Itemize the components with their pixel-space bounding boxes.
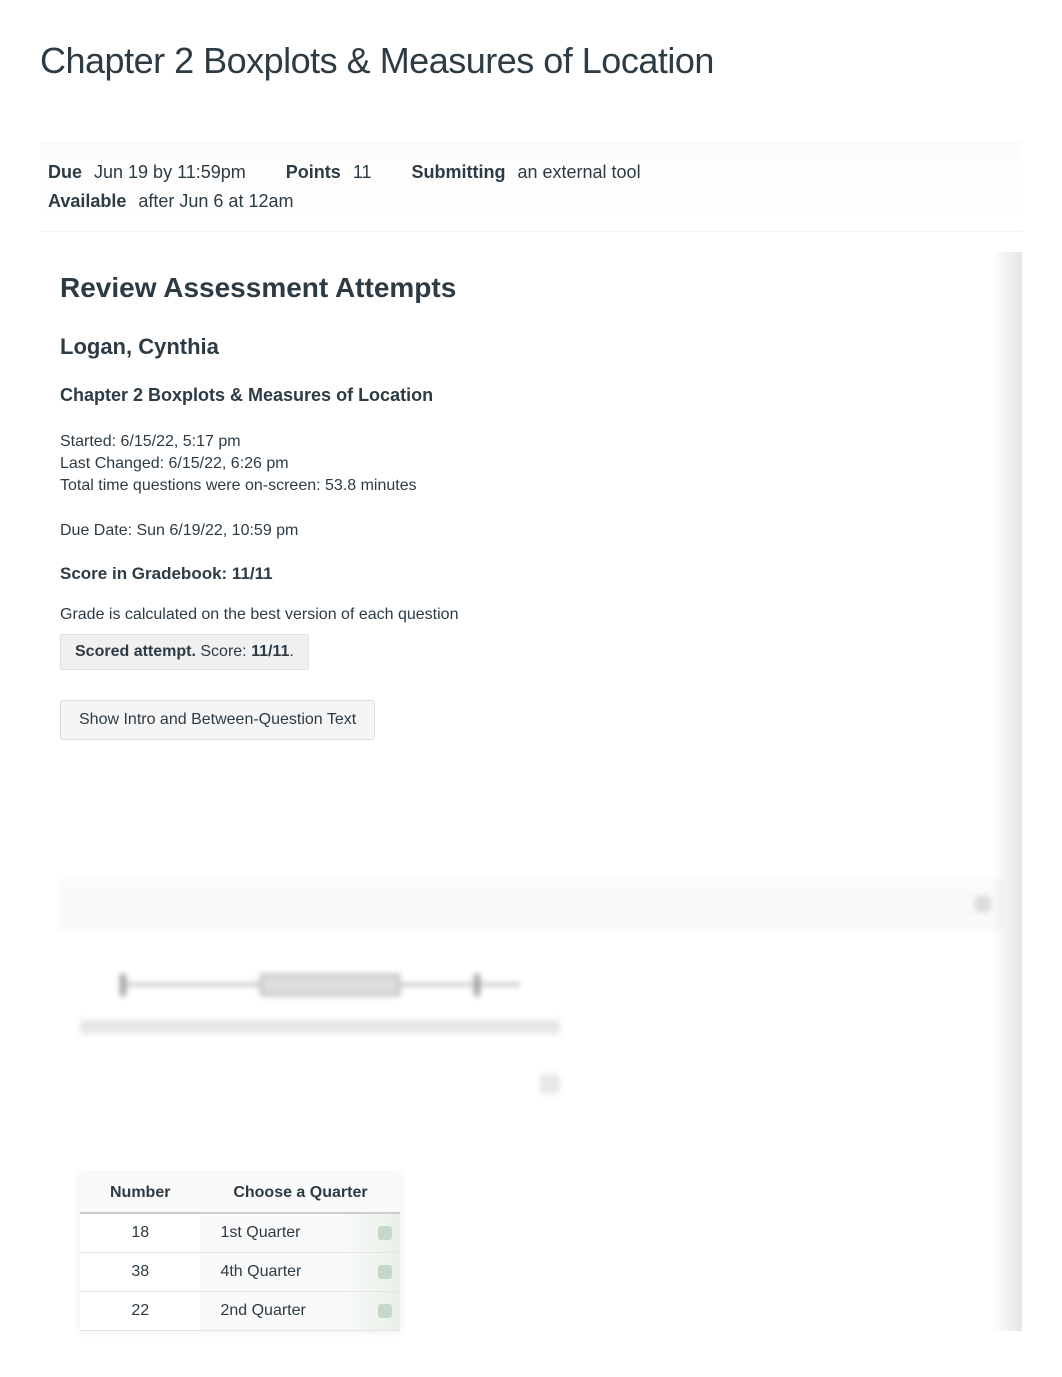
attempt-score-prefix: Score: (196, 643, 251, 660)
meta-points: Points 11 (286, 158, 372, 187)
due-value: Jun 19 by 11:59pm (94, 158, 246, 187)
chapter-title: Chapter 2 Boxplots & Measures of Locatio… (60, 385, 1002, 406)
student-name: Logan, Cynthia (60, 334, 1002, 360)
table-cell-quarter-select[interactable]: 1st Quarter (200, 1213, 400, 1253)
review-heading: Review Assessment Attempts (60, 272, 1002, 304)
meta-submitting: Submitting an external tool (412, 158, 641, 187)
blurred-boxplot (120, 970, 520, 1000)
due-date-line: Due Date: Sun 6/19/22, 10:59 pm (60, 520, 1002, 542)
blurred-question-section (40, 860, 1022, 1174)
score-in-gradebook: Score in Gradebook: 11/11 (60, 564, 1002, 584)
points-label: Points (286, 158, 341, 187)
last-changed-line: Last Changed: 6/15/22, 6:26 pm (60, 453, 1002, 475)
points-value: 11 (353, 158, 372, 187)
content-frame: Review Assessment Attempts Logan, Cynthi… (40, 252, 1022, 861)
table-cell-number: 38 (80, 1253, 200, 1292)
available-value: after Jun 6 at 12am (138, 187, 293, 216)
table-header-number: Number (80, 1174, 200, 1213)
attempt-period: . (289, 643, 293, 660)
table-row: 18 1st Quarter (80, 1213, 400, 1253)
blurred-handle-icon (975, 896, 991, 912)
page-title: Chapter 2 Boxplots & Measures of Locatio… (40, 40, 1022, 82)
blurred-axis-text (80, 1020, 560, 1034)
quarter-table: Number Choose a Quarter 18 1st Quarter 3… (80, 1174, 400, 1331)
time-on-screen-line: Total time questions were on-screen: 53.… (60, 475, 1002, 497)
table-cell-number: 22 (80, 1292, 200, 1331)
available-label: Available (48, 187, 126, 216)
meta-due: Due Jun 19 by 11:59pm (48, 158, 246, 187)
grade-note: Grade is calculated on the best version … (60, 606, 1002, 624)
submitting-value: an external tool (517, 158, 640, 187)
attempt-label: Scored attempt. (75, 643, 196, 660)
submitting-label: Submitting (412, 158, 506, 187)
attempt-score: 11/11 (251, 643, 289, 660)
table-row: 22 2nd Quarter (80, 1292, 400, 1331)
table-cell-quarter-select[interactable]: 2nd Quarter (200, 1292, 400, 1331)
due-label: Due (48, 158, 82, 187)
table-header-quarter: Choose a Quarter (200, 1174, 400, 1213)
table-cell-quarter-select[interactable]: 4th Quarter (200, 1253, 400, 1292)
blurred-marker (540, 1074, 560, 1094)
show-intro-button[interactable]: Show Intro and Between-Question Text (60, 700, 375, 740)
attempt-details: Started: 6/15/22, 5:17 pm Last Changed: … (60, 431, 1002, 498)
started-line: Started: 6/15/22, 5:17 pm (60, 431, 1002, 453)
table-row: 38 4th Quarter (80, 1253, 400, 1292)
scored-attempt-box[interactable]: Scored attempt. Score: 11/11. (60, 634, 309, 670)
table-cell-number: 18 (80, 1213, 200, 1253)
blurred-input-row (60, 880, 1002, 930)
assignment-meta: Due Jun 19 by 11:59pm Points 11 Submitti… (40, 142, 1022, 232)
meta-available: Available after Jun 6 at 12am (48, 187, 293, 216)
